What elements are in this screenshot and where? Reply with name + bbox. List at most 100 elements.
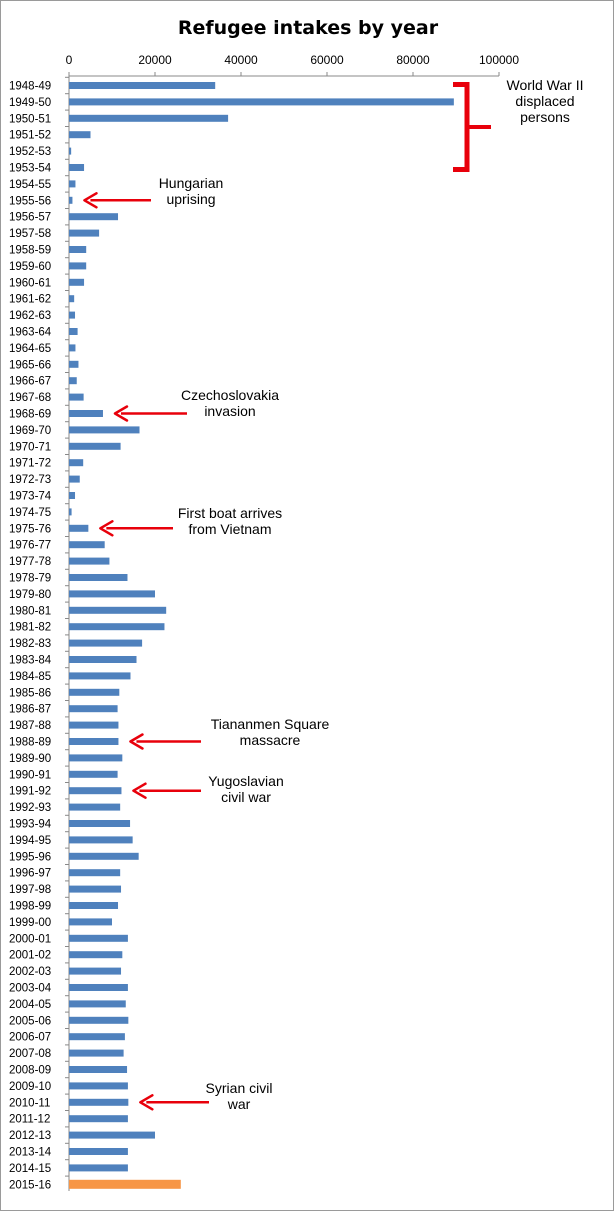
bar-1994-95 — [69, 836, 133, 844]
annotation-text: from Vietnam — [189, 521, 272, 537]
bar-1970-71 — [69, 442, 121, 450]
bar-1978-79 — [69, 574, 128, 581]
arrow-head — [129, 733, 144, 750]
category-label: 1962-63 — [9, 310, 51, 322]
bar-1953-54 — [69, 164, 85, 171]
bar-2005-06 — [69, 1016, 129, 1024]
category-label: 1953-54 — [9, 163, 52, 175]
category-label: 2004-05 — [9, 999, 51, 1011]
category-label: 1968-69 — [9, 409, 51, 421]
bar-1977-78 — [69, 557, 110, 565]
bar-1974-75 — [69, 508, 72, 516]
annotation-text: invasion — [204, 403, 255, 419]
x-tick-label: 60000 — [310, 53, 344, 67]
bar-1985-86 — [69, 688, 120, 696]
bar-2004-05 — [69, 1000, 126, 1008]
category-label: 1983-84 — [9, 655, 52, 667]
category-label: 1979-80 — [9, 589, 51, 601]
arrow-head — [139, 1094, 154, 1111]
annotation-text: displaced — [515, 93, 574, 109]
category-label: 1970-71 — [9, 441, 51, 453]
category-label: 2003-04 — [9, 983, 52, 995]
category-label: 1985-86 — [9, 687, 51, 699]
bar-1975-76 — [69, 524, 89, 532]
bracket-shape — [453, 82, 470, 172]
bar-1963-64 — [69, 328, 78, 335]
bar-1983-84 — [69, 656, 137, 663]
annotation-text: Tiananmen Square — [211, 716, 330, 732]
category-label: 1971-72 — [9, 458, 51, 470]
bar-1955-56 — [69, 196, 73, 204]
bar-series — [69, 82, 454, 1189]
category-label: 1949-50 — [9, 97, 51, 109]
bar-1989-90 — [69, 754, 123, 762]
bar-1969-70 — [69, 426, 140, 434]
category-label: 1972-73 — [9, 474, 51, 486]
bar-2014-15 — [69, 1164, 128, 1172]
category-label: 2014-15 — [9, 1163, 51, 1175]
bar-1982-83 — [69, 639, 143, 647]
category-label: 1952-53 — [9, 146, 51, 158]
bar-1991-92 — [69, 787, 122, 795]
bar-2012-13 — [69, 1131, 155, 1139]
arrow-head — [83, 192, 98, 209]
category-label: 1994-95 — [9, 835, 51, 847]
category-label: 1957-58 — [9, 228, 51, 240]
bar-1976-77 — [69, 541, 105, 549]
bar-1960-61 — [69, 278, 85, 286]
category-label: 1975-76 — [9, 523, 51, 535]
annotation-text: Yugoslavian — [208, 773, 284, 789]
category-label: 1996-97 — [9, 868, 51, 880]
category-label: 1980-81 — [9, 605, 51, 617]
category-label: 1992-93 — [9, 802, 51, 814]
bar-1951-52 — [69, 131, 91, 139]
bar-2000-01 — [69, 934, 128, 942]
bar-1968-69 — [69, 410, 103, 417]
category-label: 1948-49 — [9, 81, 51, 93]
bar-1949-50 — [69, 98, 454, 106]
arrow-head — [132, 782, 147, 799]
annotation-text: uprising — [166, 191, 215, 207]
category-label: 1984-85 — [9, 671, 51, 683]
category-label: 1969-70 — [9, 425, 51, 437]
annotation-text: persons — [520, 109, 570, 125]
chart-title: Refugee intakes by year — [178, 17, 439, 39]
bar-1993-94 — [69, 820, 131, 827]
bar-2009-10 — [69, 1082, 128, 1090]
bar-1959-60 — [69, 262, 87, 270]
category-label: 1999-00 — [9, 917, 51, 929]
bar-1981-82 — [69, 623, 165, 631]
bar-1992-93 — [69, 803, 121, 811]
category-label: 2005-06 — [9, 1015, 51, 1027]
bar-2011-12 — [69, 1115, 128, 1123]
category-label: 1973-74 — [9, 491, 52, 503]
category-label: 1965-66 — [9, 359, 51, 371]
category-label: 1988-89 — [9, 737, 51, 749]
category-label: 1956-57 — [9, 212, 51, 224]
annotation-text: war — [227, 1096, 251, 1112]
category-label: 1981-82 — [9, 622, 51, 634]
category-label: 1961-62 — [9, 294, 51, 306]
category-label: 1958-59 — [9, 245, 51, 257]
bar-1999-00 — [69, 918, 112, 926]
category-label: 2000-01 — [9, 933, 51, 945]
category-label: 1990-91 — [9, 769, 51, 781]
category-label: 2015-16 — [9, 1179, 51, 1191]
category-label: 2002-03 — [9, 966, 51, 978]
category-label: 1960-61 — [9, 277, 51, 289]
category-label: 1991-92 — [9, 786, 51, 798]
bar-1967-68 — [69, 393, 84, 401]
annotation-text: massacre — [240, 732, 301, 748]
category-label: 1955-56 — [9, 195, 51, 207]
bar-1987-88 — [69, 721, 119, 729]
category-label: 1974-75 — [9, 507, 51, 519]
bar-2003-04 — [69, 984, 128, 991]
bar-1986-87 — [69, 705, 118, 713]
category-label: 1963-64 — [9, 327, 52, 339]
